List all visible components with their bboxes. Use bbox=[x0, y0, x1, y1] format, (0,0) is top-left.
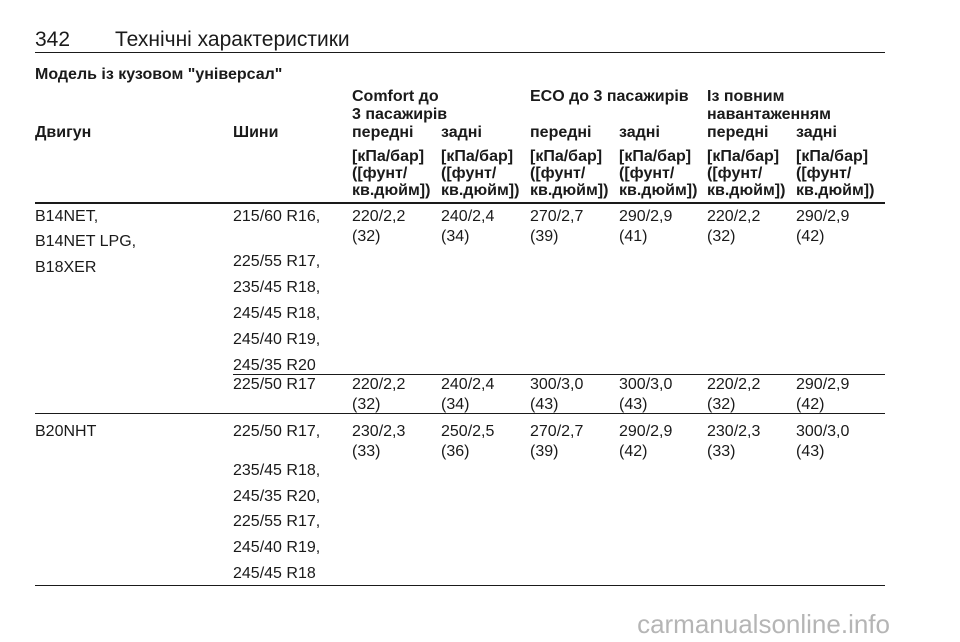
unit-header: [кПа/бар] ([фунт/ кв.дюйм]) bbox=[707, 148, 786, 199]
tyre-size: 215/60 R16, bbox=[233, 208, 321, 225]
tyre-size: 245/40 R19, bbox=[233, 331, 321, 348]
tyre-size: 235/45 R18, bbox=[233, 279, 321, 296]
pressure: 220/2,2 (32) bbox=[352, 208, 406, 245]
page-number: 342 bbox=[35, 28, 71, 51]
pressure: 250/2,5 (36) bbox=[441, 423, 495, 460]
section-title: Модель із кузовом "універсал" bbox=[35, 66, 283, 83]
tyre-size: 225/55 R17, bbox=[233, 513, 321, 530]
pressure: 290/2,9 (42) bbox=[796, 208, 850, 245]
pressure: 240/2,4 (34) bbox=[441, 208, 495, 245]
pressure: 290/2,9 (41) bbox=[619, 208, 673, 245]
tyre-size: 225/55 R17, bbox=[233, 253, 321, 270]
unit-header: [кПа/бар] ([фунт/ кв.дюйм]) bbox=[352, 148, 431, 199]
pressure: 240/2,4 (34) bbox=[441, 376, 495, 413]
tyre-size: 235/45 R18, bbox=[233, 462, 321, 479]
watermark: carmanualsonline.info bbox=[637, 609, 890, 639]
group-header: Comfort до 3 пасажирів bbox=[352, 88, 448, 123]
column-header: передні bbox=[707, 124, 769, 141]
tyre-size: 245/35 R20 bbox=[233, 357, 316, 374]
tyre-size: 245/35 R20, bbox=[233, 488, 321, 505]
row-rule bbox=[233, 374, 885, 375]
column-header: задні bbox=[796, 124, 837, 141]
unit-header: [кПа/бар] ([фунт/ кв.дюйм]) bbox=[796, 148, 875, 199]
engine: B14NET, bbox=[35, 208, 99, 225]
engine: B14NET LPG, bbox=[35, 233, 137, 250]
pressure: 290/2,9 (42) bbox=[619, 423, 673, 460]
tyre-size: 225/50 R17, bbox=[233, 423, 321, 440]
page-title: Технічні характеристики bbox=[115, 28, 350, 51]
column-header: передні bbox=[352, 124, 414, 141]
tyre-size: 245/40 R19, bbox=[233, 539, 321, 556]
unit-header: [кПа/бар] ([фунт/ кв.дюйм]) bbox=[441, 148, 520, 199]
pressure: 230/2,3 (33) bbox=[707, 423, 761, 460]
group-header: Із повним навантаженням bbox=[707, 88, 832, 123]
table-bottom-rule bbox=[35, 585, 885, 586]
column-header: задні bbox=[619, 124, 660, 141]
pressure: 300/3,0 (43) bbox=[530, 376, 584, 413]
unit-header: [кПа/бар] ([фунт/ кв.дюйм]) bbox=[530, 148, 609, 199]
pressure: 220/2,2 (32) bbox=[352, 376, 406, 413]
header-thick-rule bbox=[35, 202, 885, 204]
engine: B18XER bbox=[35, 259, 97, 276]
tyre-size: 225/50 R17 bbox=[233, 376, 316, 393]
pressure: 290/2,9 (42) bbox=[796, 376, 850, 413]
pressure: 270/2,7 (39) bbox=[530, 208, 584, 245]
group-header: ECO до 3 пасажирів bbox=[530, 88, 689, 105]
column-header: передні bbox=[530, 124, 592, 141]
row-rule bbox=[35, 413, 885, 414]
pressure: 270/2,7 (39) bbox=[530, 423, 584, 460]
header-rule bbox=[35, 52, 885, 53]
tyre-size: 245/45 R18, bbox=[233, 305, 321, 322]
unit-header: [кПа/бар] ([фунт/ кв.дюйм]) bbox=[619, 148, 698, 199]
column-header: задні bbox=[441, 124, 482, 141]
pressure: 220/2,2 (32) bbox=[707, 208, 761, 245]
pressure: 300/3,0 (43) bbox=[619, 376, 673, 413]
pressure: 220/2,2 (32) bbox=[707, 376, 761, 413]
column-header: Шини bbox=[233, 124, 279, 141]
pressure: 300/3,0 (43) bbox=[796, 423, 850, 460]
pressure: 230/2,3 (33) bbox=[352, 423, 406, 460]
engine: B20NHT bbox=[35, 423, 97, 440]
column-header: Двигун bbox=[35, 124, 92, 141]
tyre-size: 245/45 R18 bbox=[233, 565, 316, 582]
